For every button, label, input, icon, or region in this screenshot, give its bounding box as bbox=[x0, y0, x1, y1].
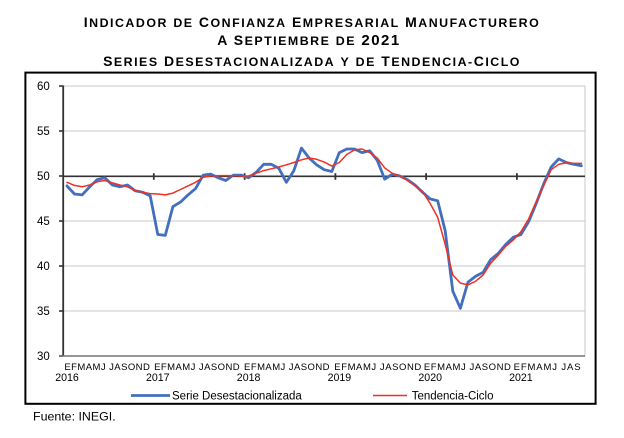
svg-text:55: 55 bbox=[37, 126, 50, 138]
svg-text:2017: 2017 bbox=[146, 372, 170, 384]
svg-text:2021: 2021 bbox=[509, 372, 533, 384]
svg-text:EFMAMJ JASOND: EFMAMJ JASOND bbox=[244, 362, 330, 373]
svg-text:EFMAMJ JASOND: EFMAMJ JASOND bbox=[424, 362, 511, 373]
svg-text:Serie Desestacionalizada: Serie Desestacionalizada bbox=[172, 391, 302, 403]
svg-text:Tendencia-Ciclo: Tendencia-Ciclo bbox=[412, 391, 494, 403]
svg-text:EFMAMJ JASOND: EFMAMJ JASOND bbox=[64, 362, 150, 373]
svg-text:EFMAMJ JAS: EFMAMJ JAS bbox=[514, 362, 581, 373]
svg-text:60: 60 bbox=[37, 81, 50, 93]
svg-text:EFMAMJ JASOND: EFMAMJ JASOND bbox=[334, 362, 421, 373]
svg-text:2019: 2019 bbox=[328, 372, 352, 384]
svg-text:EFMAMJ JASOND: EFMAMJ JASOND bbox=[154, 362, 240, 373]
svg-text:2018: 2018 bbox=[237, 372, 261, 384]
svg-text:2020: 2020 bbox=[418, 372, 442, 384]
svg-text:40: 40 bbox=[37, 261, 50, 273]
svg-text:45: 45 bbox=[37, 216, 50, 228]
svg-text:35: 35 bbox=[37, 306, 50, 318]
svg-text:Fuente: INEGI.: Fuente: INEGI. bbox=[33, 410, 116, 424]
svg-text:2016: 2016 bbox=[55, 372, 79, 384]
svg-text:50: 50 bbox=[37, 171, 50, 183]
svg-text:30: 30 bbox=[37, 351, 50, 363]
